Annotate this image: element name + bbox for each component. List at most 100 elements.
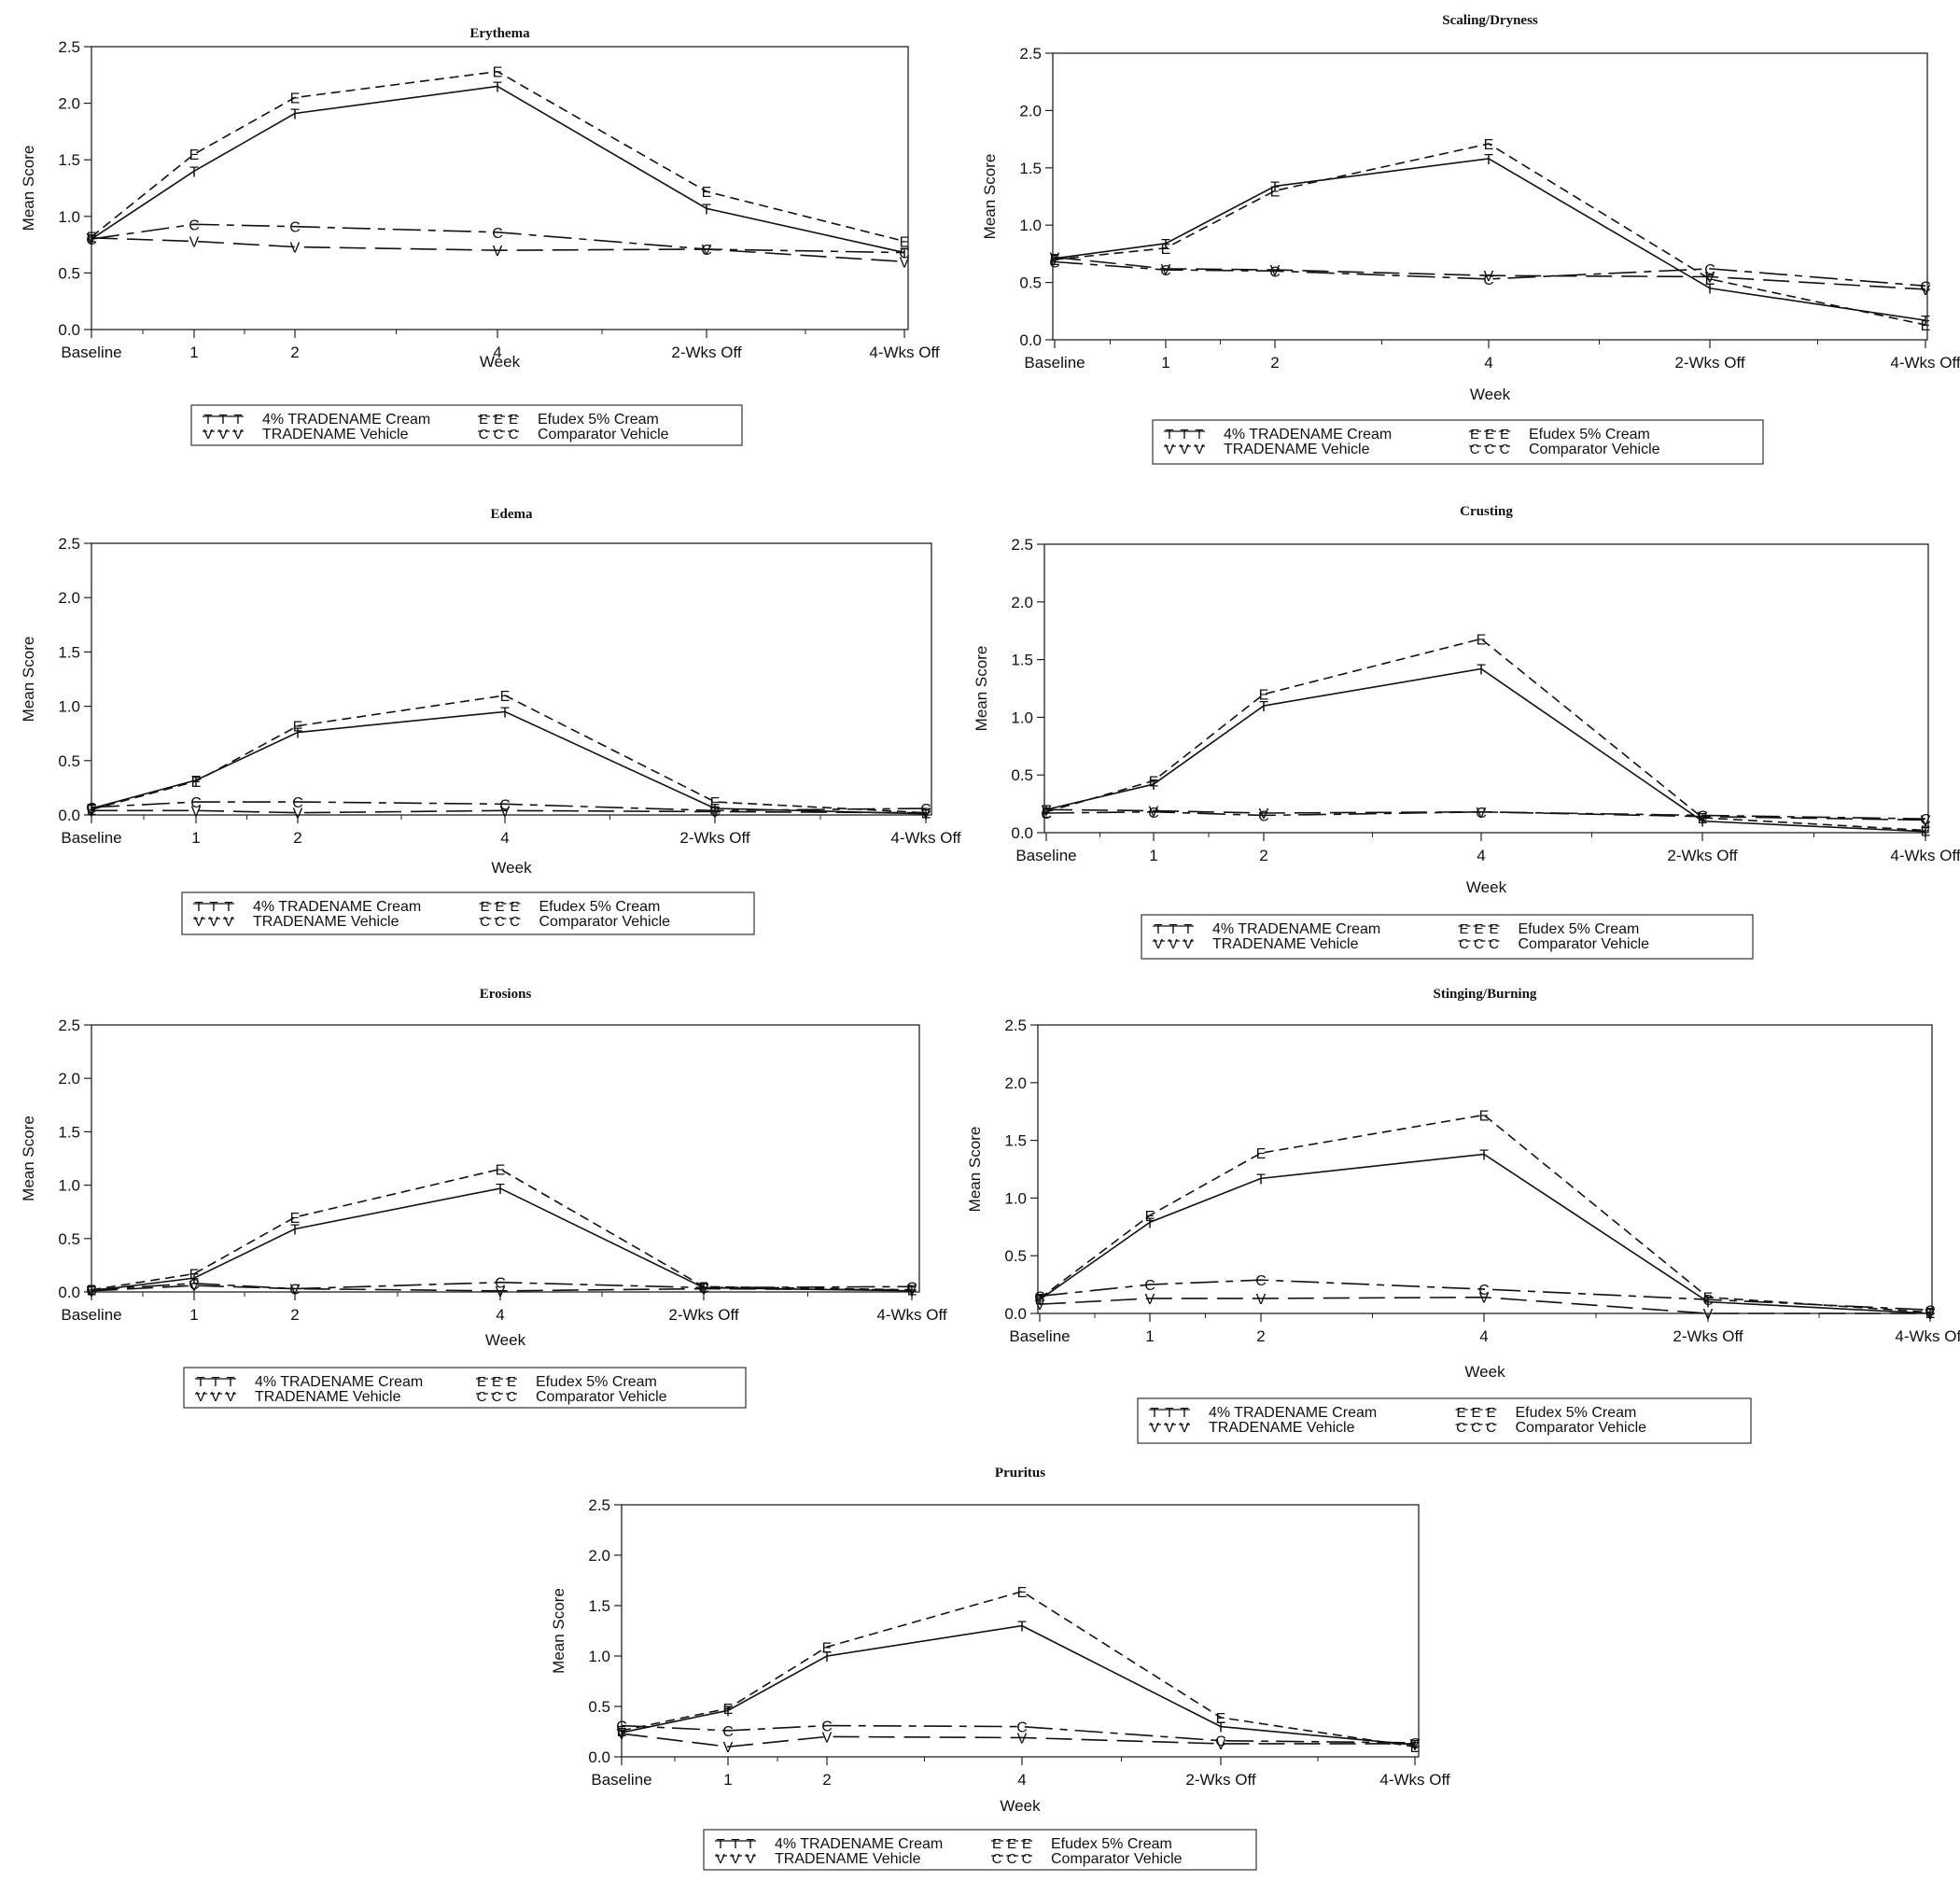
x-tick-label: Baseline <box>1015 847 1076 864</box>
data-point-e: E <box>1479 1108 1490 1124</box>
data-point-t: T <box>1017 1620 1027 1635</box>
x-tick-label: 2-Wks Off <box>1185 1771 1256 1789</box>
series-line-e <box>621 1591 1416 1748</box>
plot-frame <box>1037 1024 1933 1314</box>
legend-frame <box>183 1367 747 1409</box>
series-line-v <box>91 237 905 263</box>
data-point-e: E <box>907 1284 917 1299</box>
series-line-v <box>91 809 927 814</box>
data-point-t: T <box>710 802 720 818</box>
legend-label: Efudex 5% Cream <box>538 412 659 428</box>
legend-marker: V <box>1180 442 1189 457</box>
data-point-v: V <box>699 1283 709 1298</box>
legend: T T T 4% TRADENAME Cream E E E Efudex 5% CreamV… <box>190 404 743 446</box>
series-line-v <box>621 1733 1415 1748</box>
legend-label: 4% TRADENAME Cream <box>1224 427 1392 442</box>
data-point-c: C <box>722 1724 734 1740</box>
y-tick-label: 1.5 <box>1004 1132 1027 1150</box>
data-point-c: C <box>1049 255 1060 271</box>
y-tick-label: 2.5 <box>588 1496 610 1514</box>
x-tick-label: 4 <box>1017 1771 1026 1789</box>
data-point-t: T <box>1410 1738 1420 1754</box>
legend-marker: T <box>211 1374 219 1390</box>
x-tick-label: 2 <box>1256 1327 1265 1345</box>
x-tick-label: 4-Wks Off <box>869 344 940 361</box>
legend-marker: C <box>1471 1420 1481 1436</box>
y-axis-label: Mean Score <box>20 637 37 723</box>
data-point-v: V <box>1698 810 1708 826</box>
data-point-t: T <box>87 1284 96 1300</box>
x-tick-label: 1 <box>191 829 200 847</box>
legend-label: 4% TRADENAME Cream <box>262 412 430 428</box>
legend-marker: E <box>507 1374 516 1390</box>
data-point-v: V <box>1035 1298 1045 1313</box>
legend-marker: V <box>1150 1420 1159 1436</box>
legend-label: TRADENAME Vehicle <box>1209 1420 1355 1436</box>
legend-marker: C <box>510 914 520 930</box>
y-axis-label: Mean Score <box>20 146 37 232</box>
data-point-t: T <box>702 202 711 218</box>
legend-label: TRADENAME Vehicle <box>262 427 409 442</box>
legend-marker: E <box>1456 1405 1465 1421</box>
legend-marker: V <box>218 427 228 442</box>
y-tick-label: 2.5 <box>1019 45 1042 63</box>
data-point-e: E <box>1410 1740 1421 1756</box>
data-point-v: V <box>900 255 910 271</box>
panel-erythema: Erythema 0.0 0.5 1.0 1.5 2.0 2.5 Mean Score Base… <box>20 26 940 446</box>
data-point-t: T <box>1216 1720 1225 1736</box>
data-point-t: T <box>1259 699 1268 715</box>
y-tick-label: 2.0 <box>58 589 80 607</box>
series-line-e <box>1054 143 1926 326</box>
y-axis-label: Mean Score <box>981 154 999 240</box>
legend-label: Efudex 5% Cream <box>1529 427 1650 442</box>
series-line-v <box>91 1284 913 1292</box>
data-point-e: E <box>1698 811 1708 827</box>
data-point-e: E <box>1042 806 1052 821</box>
legend-marker: T <box>194 899 203 915</box>
legend-label: 4% TRADENAME Cream <box>1209 1405 1377 1421</box>
data-point-e: E <box>921 807 931 822</box>
data-point-v: V <box>1484 269 1494 285</box>
legend-marker: V <box>209 914 218 930</box>
series-line-v <box>1045 808 1926 821</box>
data-point-c: C <box>1255 1273 1267 1289</box>
legend: T T T 4% TRADENAME Cream E E E Efudex 5% CreamV… <box>1137 1397 1752 1444</box>
series-line-e <box>1045 638 1926 832</box>
data-point-e: E <box>1705 273 1715 288</box>
legend-marker: T <box>209 899 217 915</box>
y-tick-label: 1.5 <box>58 151 80 169</box>
x-tick-label: 2-Wks Off <box>671 344 742 361</box>
data-point-t: T <box>1161 237 1170 253</box>
y-axis-label: Mean Score <box>20 1116 37 1201</box>
panel-edema: Edema 0.0 0.5 1.0 1.5 2.0 2.5 Mean Score Baselin… <box>20 507 961 935</box>
data-point-v: V <box>1256 1292 1267 1308</box>
x-tick-label: 4 <box>500 829 509 847</box>
data-point-t: T <box>1145 1215 1155 1231</box>
plot-frame <box>1052 52 1928 341</box>
legend-marker: T <box>1180 427 1188 442</box>
legend-marker: T <box>224 899 232 915</box>
series-line-c <box>91 223 905 254</box>
x-tick-label: Baseline <box>1024 354 1085 372</box>
legend-marker: C <box>479 427 489 442</box>
legend-marker: T <box>1154 921 1162 937</box>
data-point-c: C <box>1016 1720 1028 1736</box>
series-line-c <box>621 1724 1416 1744</box>
y-tick-label: 1.5 <box>58 643 80 661</box>
legend-label: Comparator Vehicle <box>1519 936 1650 952</box>
data-point-c: C <box>289 1283 301 1298</box>
legend-label: TRADENAME Vehicle <box>1224 442 1370 457</box>
x-tick-label: Baseline <box>591 1771 651 1789</box>
y-tick-label: 1.5 <box>588 1597 610 1615</box>
data-point-e: E <box>1256 1146 1267 1162</box>
series-line-t <box>91 85 905 254</box>
legend-marker: T <box>1165 427 1173 442</box>
legend-marker: T <box>1150 1405 1158 1421</box>
data-point-v: V <box>723 1740 734 1756</box>
